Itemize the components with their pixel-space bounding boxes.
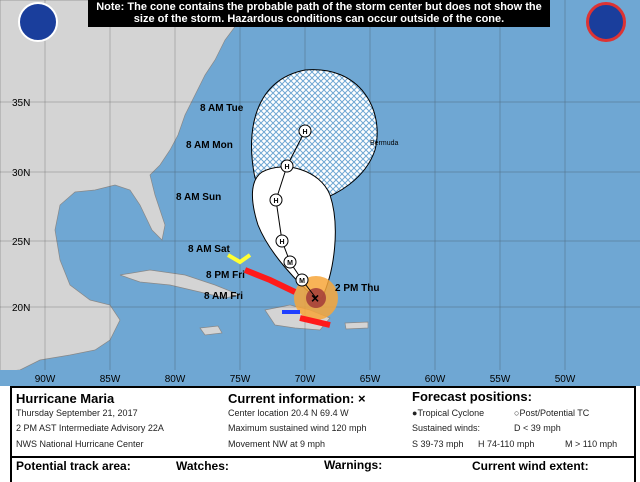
tc-label: Tropical Cyclone <box>417 408 485 418</box>
forecast-map: × 2 PM Thu M 8 AM Fri M 8 PM Fri H 8 AM Sat H 8 A… <box>0 0 640 386</box>
longitude-label: 75W <box>230 374 251 385</box>
center-location: Center location 20.4 N 69.4 W <box>228 408 349 418</box>
filled-circle-icon: ● <box>412 408 418 418</box>
cuba <box>119 269 242 299</box>
legend-panel: Potential track area: Watches: Warnings:… <box>10 456 636 482</box>
forecast-time-label: 8 AM Mon <box>186 140 233 151</box>
wind-extent-title: Current wind extent: <box>472 459 589 473</box>
longitude-label: 85W <box>100 374 121 385</box>
current-info-title: Current information: × <box>228 391 366 406</box>
latitude-label: 25N <box>12 237 30 248</box>
forecast-point <box>269 193 283 207</box>
longitude-label: 80W <box>165 374 186 385</box>
post-tc-legend: ○Post/Potential TC <box>514 408 589 418</box>
h-category: H 74-110 mph <box>478 439 535 449</box>
watches-title: Watches: <box>176 459 229 473</box>
info-panel: Hurricane Maria Thursday September 21, 2… <box>10 386 636 458</box>
sustained-winds: Sustained winds: <box>412 423 481 433</box>
open-circle-icon: ○ <box>514 408 520 418</box>
ts-watch-coast <box>226 253 252 265</box>
m-category: M > 110 mph <box>565 439 618 449</box>
intensity-letter: M <box>299 278 305 285</box>
movement: Movement NW at 9 mph <box>228 439 326 449</box>
latitude-label: 30N <box>12 168 30 179</box>
noaa-logo <box>18 2 58 42</box>
latitude-label: 20N <box>12 303 30 314</box>
nws-logo <box>586 2 626 42</box>
bermuda-label: Bermuda <box>370 140 399 147</box>
longitude-label: 55W <box>490 374 511 385</box>
post-tc-label: Post/Potential TC <box>519 408 590 418</box>
forecast-point <box>298 124 312 138</box>
forecast-point <box>275 234 289 248</box>
longitude-label: 50W <box>555 374 576 385</box>
forecast-point <box>295 273 309 287</box>
longitude-label: 65W <box>360 374 381 385</box>
warnings-title: Warnings: <box>324 458 383 472</box>
longitude-label: 90W <box>35 374 56 385</box>
date: Thursday September 21, 2017 <box>16 408 138 418</box>
storm-name: Hurricane Maria <box>16 391 115 406</box>
intensity-letter: H <box>279 239 284 246</box>
track-area-title: Potential track area: <box>16 459 131 473</box>
forecast-time-label: 8 PM Fri <box>206 270 245 281</box>
current-position-x-icon: × <box>311 290 319 306</box>
intensity-letter: H <box>273 198 278 205</box>
jamaica <box>199 325 223 336</box>
puerto-rico <box>344 321 369 330</box>
forecast-time-label: 2 PM Thu <box>335 283 379 294</box>
intensity-letter: M <box>287 260 293 267</box>
north-america-land <box>0 0 251 373</box>
cone-note: Note: The cone contains the probable pat… <box>88 0 550 27</box>
forecast-point <box>280 159 294 173</box>
longitude-label: 70W <box>295 374 316 385</box>
advisory: 2 PM AST Intermediate Advisory 22A <box>16 423 164 433</box>
s-category: S 39-73 mph <box>412 439 464 449</box>
issuing-center: NWS National Hurricane Center <box>16 439 144 449</box>
forecast-title: Forecast positions: <box>412 389 532 404</box>
longitude-label: 60W <box>425 374 446 385</box>
d-category: D < 39 mph <box>514 423 561 433</box>
forecast-time-label: 8 AM Sun <box>176 192 221 203</box>
forecast-time-label: 8 AM Sat <box>188 244 231 255</box>
forecast-point <box>283 255 297 269</box>
tropical-cyclone-legend: ●Tropical Cyclone <box>412 408 484 418</box>
intensity-letter: H <box>284 164 289 171</box>
forecast-time-label: 8 AM Fri <box>204 291 243 302</box>
forecast-time-label: 8 AM Tue <box>200 103 244 114</box>
intensity-letter: H <box>302 129 307 136</box>
latitude-label: 35N <box>12 98 30 109</box>
hurricane-warning-coast <box>243 267 331 328</box>
max-wind: Maximum sustained wind 120 mph <box>228 423 367 433</box>
